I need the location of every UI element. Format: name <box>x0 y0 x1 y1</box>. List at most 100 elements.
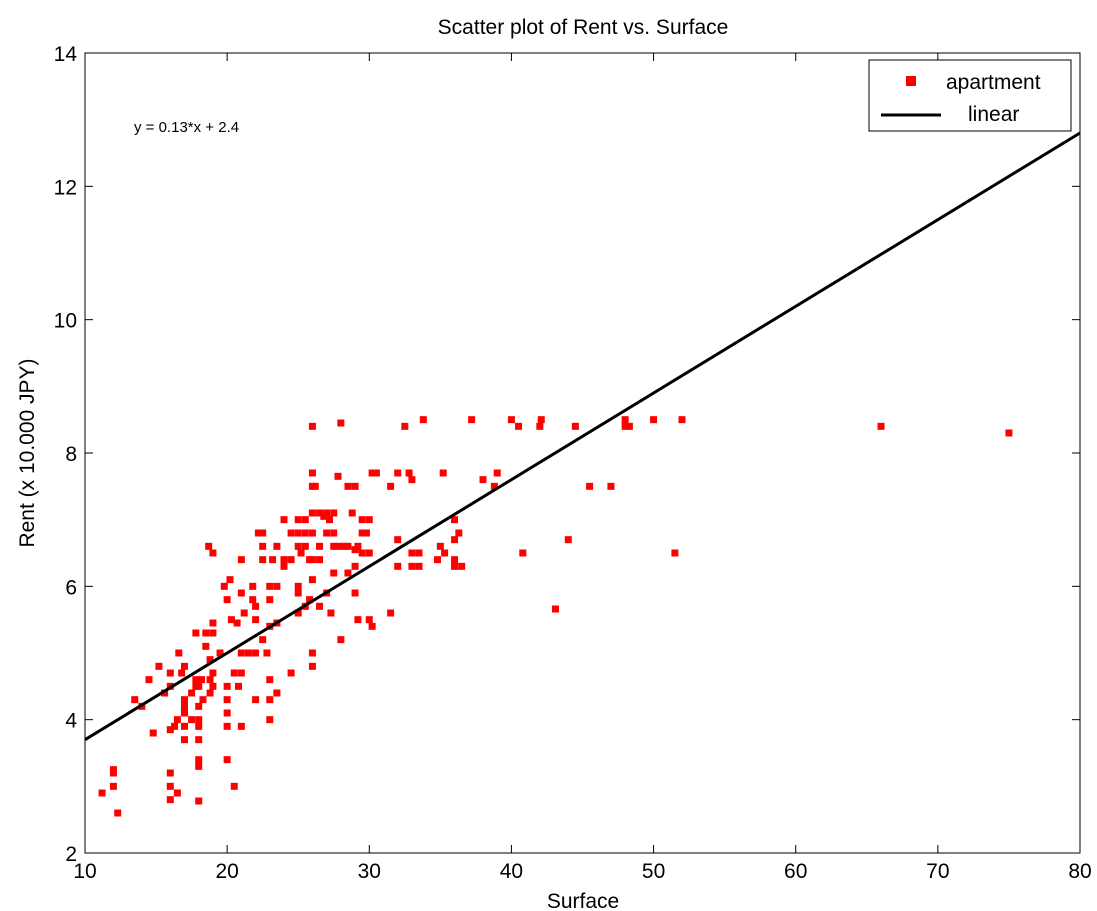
data-point <box>308 509 316 517</box>
data-point <box>161 689 169 697</box>
data-point <box>415 549 423 557</box>
data-point <box>181 696 188 704</box>
data-point <box>259 556 267 564</box>
data-point <box>145 676 153 684</box>
y-tick-label: 4 <box>65 710 77 733</box>
data-point <box>294 609 302 617</box>
y-tick-label: 2 <box>65 843 77 866</box>
x-tick-label: 40 <box>500 860 523 883</box>
data-point <box>621 416 629 424</box>
data-point <box>173 716 181 724</box>
data-point <box>252 602 260 610</box>
data-point <box>192 676 200 684</box>
data-point <box>195 762 203 770</box>
data-point <box>166 782 174 790</box>
data-point <box>344 482 352 490</box>
data-point <box>354 542 362 550</box>
data-point <box>316 509 324 517</box>
data-point <box>877 422 885 430</box>
data-point <box>226 576 234 584</box>
data-point <box>233 619 241 627</box>
data-point <box>181 702 188 710</box>
data-point <box>507 416 515 424</box>
data-point <box>269 556 277 564</box>
data-point <box>166 769 174 777</box>
fit-equation-annotation: y = 0.13*x + 2.4 <box>134 119 239 136</box>
data-point <box>195 756 203 764</box>
data-point <box>280 516 288 524</box>
data-point <box>451 562 459 570</box>
data-point <box>340 542 348 550</box>
data-point <box>188 689 196 697</box>
data-point <box>301 529 309 537</box>
data-point <box>387 482 395 490</box>
y-tick-label: 14 <box>54 43 78 66</box>
data-point <box>308 422 316 430</box>
data-point <box>294 516 302 524</box>
data-point <box>173 789 181 797</box>
data-point <box>372 469 380 477</box>
data-point <box>365 549 373 557</box>
data-point <box>166 669 174 677</box>
data-point <box>519 549 527 557</box>
data-point <box>316 556 324 564</box>
linear-fit-line <box>84 131 1081 741</box>
data-point <box>330 542 338 550</box>
data-point <box>195 702 203 710</box>
x-tick-label: 70 <box>926 860 949 883</box>
data-point <box>330 569 338 577</box>
data-point <box>405 469 413 477</box>
data-point <box>230 669 238 677</box>
data-point <box>195 722 203 730</box>
data-point <box>223 596 231 604</box>
data-point <box>195 797 203 805</box>
data-point <box>458 562 466 570</box>
data-point <box>434 556 442 564</box>
data-point <box>249 596 257 604</box>
data-point <box>202 642 210 650</box>
data-point <box>301 542 309 550</box>
data-point <box>294 529 302 537</box>
y-tick-label: 8 <box>65 443 77 466</box>
data-point <box>451 516 459 524</box>
data-point <box>206 676 214 684</box>
data-point <box>223 682 231 690</box>
data-point <box>294 582 302 590</box>
data-point <box>237 649 245 657</box>
data-point <box>1005 429 1013 437</box>
data-point <box>98 789 106 797</box>
data-point <box>455 529 463 537</box>
data-point <box>308 529 316 537</box>
data-point <box>365 616 373 624</box>
data-point <box>266 676 274 684</box>
data-point <box>259 636 267 644</box>
data-point <box>252 696 260 704</box>
data-point <box>266 716 274 724</box>
data-point <box>273 689 281 697</box>
data-point <box>358 529 366 537</box>
data-point <box>114 809 122 817</box>
data-point <box>198 676 206 684</box>
data-point <box>308 556 316 564</box>
data-point <box>325 516 333 524</box>
data-point <box>306 596 314 604</box>
data-point <box>266 596 274 604</box>
data-point <box>337 636 345 644</box>
data-point <box>266 696 274 704</box>
data-point <box>209 629 217 637</box>
data-point <box>408 549 416 557</box>
apartment-points <box>98 416 1013 817</box>
data-point <box>415 562 423 570</box>
data-point <box>551 605 559 613</box>
x-tick-label: 60 <box>784 860 807 883</box>
data-point <box>354 616 362 624</box>
data-point <box>564 536 572 544</box>
data-point <box>351 482 359 490</box>
legend-marker-apartment <box>906 76 916 86</box>
data-point <box>181 736 188 744</box>
data-point <box>206 656 214 664</box>
x-tick-label: 20 <box>215 860 238 883</box>
data-point <box>237 722 245 730</box>
data-point <box>297 549 305 557</box>
